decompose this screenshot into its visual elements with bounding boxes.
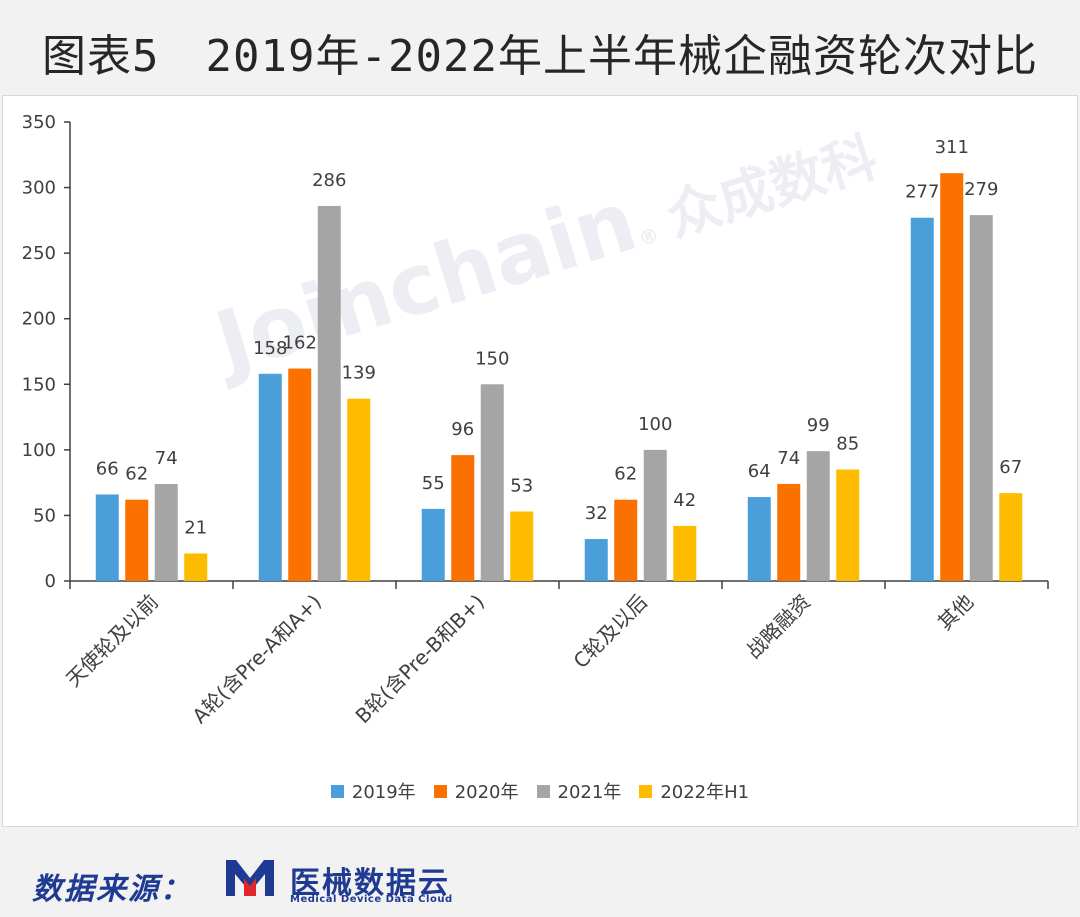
- bar: [584, 539, 608, 581]
- bar: [288, 368, 312, 581]
- bar: [421, 508, 445, 581]
- legend-swatch: [536, 784, 550, 798]
- bar: [643, 449, 667, 581]
- bar: [940, 173, 964, 581]
- data-label: 67: [999, 457, 1022, 478]
- bar: [480, 384, 504, 581]
- legend-label: 2022年H1: [660, 782, 750, 803]
- brand-logo-icon: [226, 860, 274, 896]
- data-label: 62: [125, 464, 148, 485]
- data-label: 158: [253, 338, 287, 359]
- y-tick-label: 50: [33, 505, 56, 526]
- bar: [317, 205, 341, 581]
- bar: [95, 494, 119, 581]
- legend-swatch: [433, 784, 447, 798]
- data-label: 53: [510, 475, 533, 496]
- y-tick-label: 250: [22, 243, 56, 264]
- bar: [125, 499, 149, 581]
- brand-name: 医械数据云: [290, 866, 450, 901]
- bar: [347, 398, 371, 581]
- bar: [806, 451, 830, 581]
- bar: [451, 455, 475, 581]
- y-tick-label: 0: [45, 571, 56, 592]
- legend-swatch: [639, 784, 653, 798]
- y-tick-label: 300: [22, 178, 56, 199]
- bar: [777, 483, 801, 581]
- data-label: 99: [807, 415, 830, 436]
- data-label: 279: [964, 179, 998, 200]
- data-label: 286: [312, 170, 346, 191]
- data-label: 32: [585, 503, 608, 524]
- data-label: 96: [451, 419, 474, 440]
- bar: [258, 373, 282, 581]
- footer: 数据来源： 医械数据云 Medical Device Data Cloud: [0, 828, 1080, 917]
- y-tick-label: 350: [22, 112, 56, 133]
- data-label: 64: [748, 461, 771, 482]
- bar: [910, 217, 934, 581]
- data-label: 85: [836, 434, 859, 455]
- y-tick-label: 150: [22, 374, 56, 395]
- y-tick-label: 100: [22, 440, 56, 461]
- x-tick-label: A轮(含Pre-A和A+): [187, 590, 326, 729]
- data-label: 74: [777, 448, 800, 469]
- data-label: 277: [905, 182, 939, 203]
- bar: [836, 469, 860, 581]
- data-label: 55: [422, 473, 445, 494]
- data-label: 21: [184, 517, 207, 538]
- chart-title: 2019年-2022年上半年械企融资轮次对比: [205, 31, 1038, 82]
- bar: [673, 525, 697, 581]
- data-label: 162: [283, 333, 317, 354]
- legend-item: 2021年: [536, 778, 622, 804]
- bar: [969, 215, 993, 581]
- data-label: 100: [638, 414, 672, 435]
- bar: [184, 553, 208, 581]
- x-tick-label: 天使轮及以前: [61, 590, 163, 692]
- bar: [510, 511, 534, 581]
- data-label: 74: [155, 448, 178, 469]
- legend-label: 2021年: [557, 782, 622, 803]
- data-label: 139: [342, 363, 376, 384]
- legend-label: 2019年: [351, 782, 416, 803]
- legend-item: 2022年H1: [639, 778, 749, 804]
- data-label: 66: [96, 458, 119, 479]
- legend-swatch: [330, 784, 344, 798]
- data-label: 62: [614, 464, 637, 485]
- brand-name-en: Medical Device Data Cloud: [290, 894, 453, 905]
- chart-legend: 2019年 2020年 2021年 2022年H1: [0, 778, 1080, 804]
- chart-panel: [2, 95, 1078, 827]
- bar: [999, 493, 1023, 581]
- legend-item: 2019年: [330, 778, 416, 804]
- page-title: 图表5 2019年-2022年上半年械企融资轮次对比: [0, 20, 1080, 84]
- y-tick-label: 200: [22, 309, 56, 330]
- data-label: 42: [673, 490, 696, 511]
- bar: [614, 499, 638, 581]
- bar: [154, 483, 178, 581]
- figure-label: 图表5: [42, 31, 160, 82]
- data-label: 150: [475, 348, 509, 369]
- legend-label: 2020年: [454, 782, 519, 803]
- bar: [747, 497, 771, 581]
- data-label: 311: [935, 137, 969, 158]
- source-label: 数据来源：: [32, 872, 192, 907]
- x-tick-label: B轮(含Pre-B和B+): [351, 590, 489, 728]
- legend-item: 2020年: [433, 778, 519, 804]
- x-tick-label: 战略融资: [741, 590, 815, 664]
- x-tick-label: 其他: [933, 590, 978, 635]
- x-tick-label: C轮及以后: [569, 590, 652, 673]
